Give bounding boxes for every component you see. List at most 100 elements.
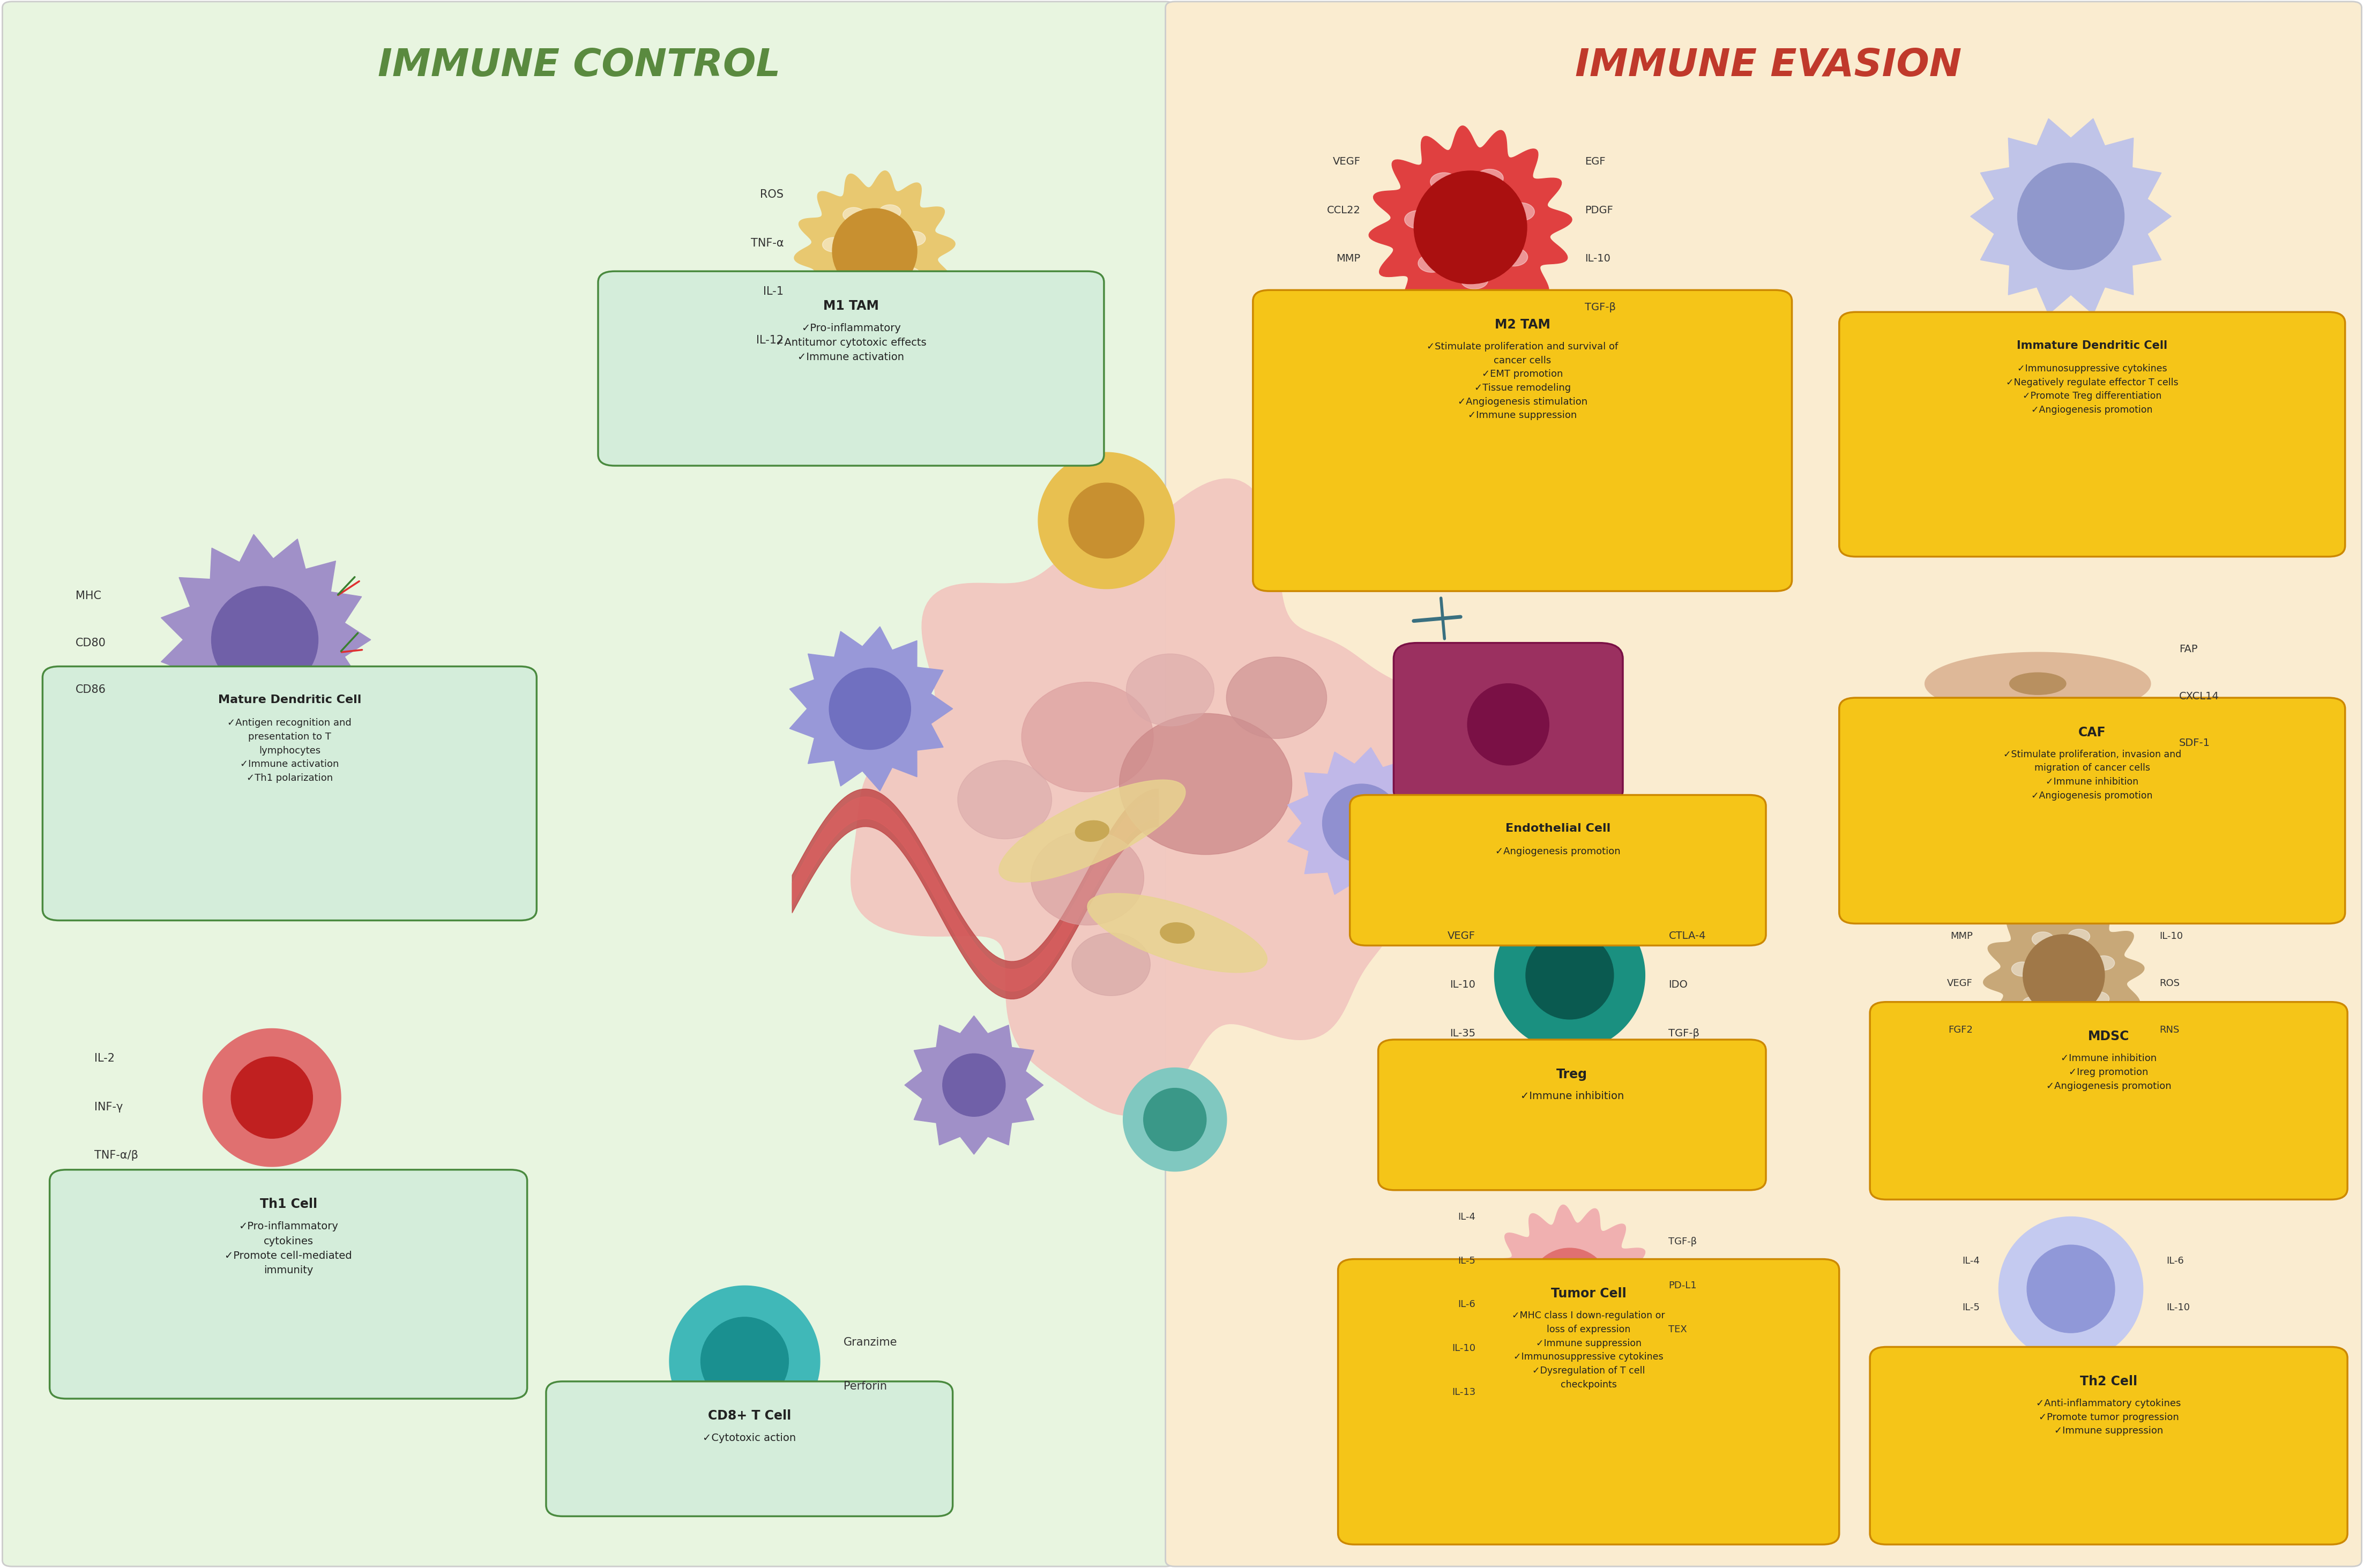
Ellipse shape [1468,684,1548,765]
Polygon shape [790,627,953,790]
Polygon shape [1924,652,2151,715]
Text: IL-10: IL-10 [1451,1344,1475,1353]
Text: RNS: RNS [2161,1025,2180,1035]
FancyBboxPatch shape [1870,1002,2347,1200]
Text: ✓Immunosuppressive cytokines
✓Negatively regulate effector T cells
✓Promote Treg: ✓Immunosuppressive cytokines ✓Negatively… [2007,364,2177,416]
Ellipse shape [1144,1088,1206,1151]
Ellipse shape [2026,1245,2116,1333]
Text: VEGF: VEGF [1333,157,1362,166]
Ellipse shape [943,1054,1005,1116]
Polygon shape [1087,894,1267,972]
Text: IL-4: IL-4 [1459,1212,1475,1221]
FancyBboxPatch shape [1338,1259,1839,1544]
Ellipse shape [2009,673,2066,695]
Circle shape [832,273,856,287]
Text: IMMUNE CONTROL: IMMUNE CONTROL [378,47,780,85]
Text: IDO: IDO [1669,980,1688,989]
FancyBboxPatch shape [1870,1347,2347,1544]
Ellipse shape [1021,682,1154,792]
Ellipse shape [700,1317,790,1405]
Circle shape [2068,930,2090,944]
Text: Th1 Cell: Th1 Cell [260,1198,317,1210]
Polygon shape [1998,1217,2144,1361]
Text: CCL22: CCL22 [1326,205,1362,215]
Text: ROS: ROS [2161,978,2180,988]
Text: MHC: MHC [76,591,102,601]
Ellipse shape [1321,784,1402,862]
Polygon shape [1000,779,1184,883]
FancyBboxPatch shape [43,666,537,920]
Text: ✓Stimulate proliferation and survival of
cancer cells
✓EMT promotion
✓Tissue rem: ✓Stimulate proliferation and survival of… [1428,342,1617,420]
Polygon shape [1038,453,1175,588]
Text: ✓Immune inhibition
✓Ireg promotion
✓Angiogenesis promotion: ✓Immune inhibition ✓Ireg promotion ✓Angi… [2047,1054,2170,1091]
Text: Perforin: Perforin [844,1381,886,1391]
Circle shape [1475,169,1504,187]
Text: VEGF: VEGF [1948,978,1972,988]
Circle shape [2021,997,2045,1011]
Ellipse shape [830,668,910,750]
Text: CXCL14: CXCL14 [2180,691,2220,701]
Text: IL-1: IL-1 [764,287,782,296]
Text: TGF-β: TGF-β [1669,1237,1697,1247]
Text: MDSC: MDSC [2087,1030,2130,1043]
Text: IL-12: IL-12 [756,336,782,345]
Text: CD8+ T Cell: CD8+ T Cell [707,1410,792,1422]
Circle shape [844,207,865,223]
Text: IL-6: IL-6 [1459,1300,1475,1309]
FancyBboxPatch shape [1350,795,1766,946]
Ellipse shape [1161,922,1194,944]
FancyBboxPatch shape [1839,312,2345,557]
FancyBboxPatch shape [1378,1040,1766,1190]
Text: IL-5: IL-5 [1459,1256,1475,1265]
Text: TEX: TEX [1669,1325,1688,1334]
Text: EGF: EGF [1584,157,1605,166]
Text: CTLA-4: CTLA-4 [1669,931,1707,941]
Text: TGF-β: TGF-β [1584,303,1617,312]
Circle shape [1404,210,1433,229]
Ellipse shape [832,209,917,293]
FancyBboxPatch shape [2,2,1175,1566]
Polygon shape [203,1029,340,1167]
FancyBboxPatch shape [1165,2,2362,1566]
Ellipse shape [1525,931,1615,1019]
Text: Th2 Cell: Th2 Cell [2080,1375,2137,1388]
Polygon shape [1972,119,2170,314]
Text: IL-2: IL-2 [95,1054,116,1063]
Polygon shape [905,1016,1043,1154]
Ellipse shape [1530,1248,1610,1330]
Ellipse shape [1031,831,1144,925]
Text: ✓Anti-inflammatory cytokines
✓Promote tumor progression
✓Immune suppression: ✓Anti-inflammatory cytokines ✓Promote tu… [2035,1399,2182,1436]
Circle shape [2092,956,2116,971]
Circle shape [903,232,927,246]
Text: ✓Antigen recognition and
presentation to T
lymphocytes
✓Immune activation
✓Th1 p: ✓Antigen recognition and presentation to… [227,718,352,782]
Text: TGF-β: TGF-β [1669,1029,1700,1038]
Text: ✓Pro-inflammatory
✓Antitumor cytotoxic effects
✓Immune activation: ✓Pro-inflammatory ✓Antitumor cytotoxic e… [775,323,927,362]
Text: ✓MHC class I down-regulation or
loss of expression
✓Immune suppression
✓Immunosu: ✓MHC class I down-regulation or loss of … [1513,1311,1664,1389]
Text: TNF-α/β: TNF-α/β [95,1151,139,1160]
Polygon shape [1123,1068,1227,1171]
Text: IMMUNE EVASION: IMMUNE EVASION [1574,47,1962,85]
Polygon shape [1369,125,1572,329]
Text: FAP: FAP [2180,644,2199,654]
Circle shape [898,267,920,282]
Ellipse shape [1414,171,1527,284]
Text: SDF-1: SDF-1 [2180,739,2210,748]
Text: ROS: ROS [761,190,782,199]
Circle shape [2087,991,2109,1007]
Text: M2 TAM: M2 TAM [1494,318,1551,331]
Text: Endothelial Cell: Endothelial Cell [1506,823,1610,834]
Text: ✓Cytotoxic action: ✓Cytotoxic action [702,1433,797,1443]
Ellipse shape [1071,933,1151,996]
Polygon shape [851,478,1480,1115]
Ellipse shape [1076,820,1109,842]
Circle shape [1418,254,1444,273]
Text: IL-10: IL-10 [2168,1303,2189,1312]
Text: FGF2: FGF2 [1948,1025,1972,1035]
Ellipse shape [232,1057,312,1138]
FancyBboxPatch shape [598,271,1104,466]
Ellipse shape [2016,163,2125,270]
Ellipse shape [1069,483,1144,558]
Circle shape [2033,931,2054,947]
Text: ✓Stimulate proliferation, invasion and
migration of cancer cells
✓Immune inhibit: ✓Stimulate proliferation, invasion and m… [2002,750,2182,801]
Polygon shape [669,1286,820,1436]
